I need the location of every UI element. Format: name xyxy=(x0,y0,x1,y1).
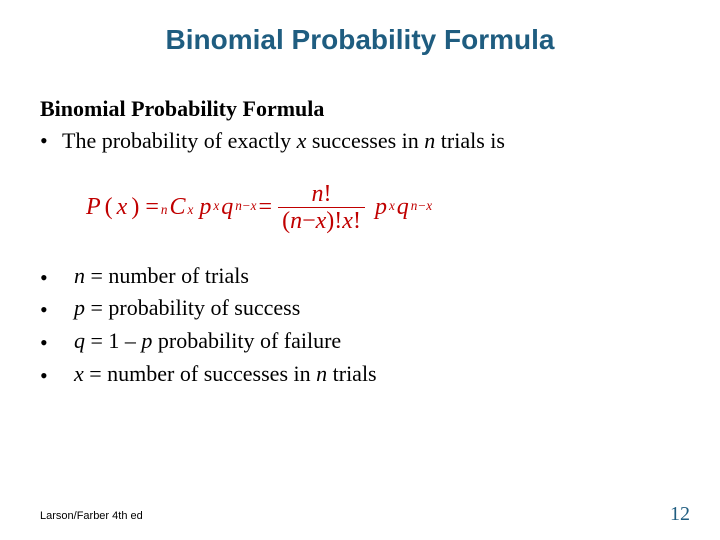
intro-mid: successes in xyxy=(306,128,424,153)
intro-prefix: The probability of exactly xyxy=(62,128,297,153)
frac-den-x2: x xyxy=(342,208,353,234)
frac-den-x: x xyxy=(316,208,327,234)
formula-P: P xyxy=(86,194,101,221)
definitions-list: • n = number of trials • p = probability… xyxy=(40,263,680,392)
def-text-prefix: = number of successes in xyxy=(84,361,316,386)
def-var2: n xyxy=(316,361,327,386)
intro-text: The probability of exactly x successes i… xyxy=(62,126,505,156)
subtitle: Binomial Probability Formula xyxy=(40,96,680,122)
intro-x: x xyxy=(297,128,307,153)
def-text: = probability of success xyxy=(85,295,300,320)
definition-row: • n = number of trials xyxy=(40,263,680,294)
frac-den-minus: − xyxy=(302,208,316,234)
def-text-prefix: = 1 – xyxy=(85,328,141,353)
bullet-dot: • xyxy=(40,295,74,326)
formula-fraction: n! (n−x)!x! xyxy=(278,181,365,235)
def-text-suffix: trials xyxy=(327,361,377,386)
formula-lhs-x: x xyxy=(117,194,128,221)
bullet-dot: • xyxy=(40,263,74,294)
frac-den-n: n xyxy=(290,208,302,234)
bullet-dot: • xyxy=(40,328,74,359)
formula-nCx-C: C xyxy=(169,194,185,221)
definition-text: q = 1 – p probability of failure xyxy=(74,328,341,354)
formula-p1: p xyxy=(199,194,211,221)
frac-num-n: n xyxy=(312,181,324,207)
intro-suffix: trials is xyxy=(435,128,505,153)
frac-den-open: ( xyxy=(282,208,290,234)
formula-exp-nmx2: n−x xyxy=(411,198,432,214)
def-var: x xyxy=(74,361,84,386)
formula-nCx-n: n xyxy=(161,202,168,218)
formula-q2: q xyxy=(397,194,409,221)
definition-row: • p = probability of success xyxy=(40,295,680,326)
definition-text: p = probability of success xyxy=(74,295,300,321)
def-var: n xyxy=(74,263,85,288)
def-var2: p xyxy=(141,328,152,353)
formula-block: P(x) = nCx pxqn−x = n! (n−x)!x! pxqn−x xyxy=(84,181,680,235)
frac-den-close: )! xyxy=(326,208,342,234)
formula-exp-x2: x xyxy=(389,198,395,214)
formula-p2: p xyxy=(375,194,387,221)
formula-eq2: = xyxy=(259,194,273,221)
intro-n: n xyxy=(424,128,435,153)
frac-num-bang: ! xyxy=(324,181,332,207)
slide-title: Binomial Probability Formula xyxy=(40,24,680,56)
formula-q1: q xyxy=(221,194,233,221)
footer-attribution: Larson/Farber 4th ed xyxy=(40,510,143,522)
formula-close-eq: ) = xyxy=(131,194,159,221)
bullet-dot: • xyxy=(40,361,74,392)
definition-text: x = number of successes in n trials xyxy=(74,361,377,387)
bullet-dot: • xyxy=(40,126,62,157)
def-var: p xyxy=(74,295,85,320)
frac-den-bang2: ! xyxy=(353,208,361,234)
definition-text: n = number of trials xyxy=(74,263,249,289)
def-text: = number of trials xyxy=(85,263,249,288)
def-var: q xyxy=(74,328,85,353)
formula-open: ( xyxy=(105,194,113,221)
intro-bullet: • The probability of exactly x successes… xyxy=(40,126,680,157)
definition-row: • q = 1 – p probability of failure xyxy=(40,328,680,359)
def-text-suffix: probability of failure xyxy=(152,328,341,353)
formula-nCx-x: x xyxy=(187,202,193,218)
definition-row: • x = number of successes in n trials xyxy=(40,361,680,392)
formula-exp-x1: x xyxy=(213,198,219,214)
formula-exp-nmx1: n−x xyxy=(235,198,256,214)
page-number: 12 xyxy=(670,503,690,526)
